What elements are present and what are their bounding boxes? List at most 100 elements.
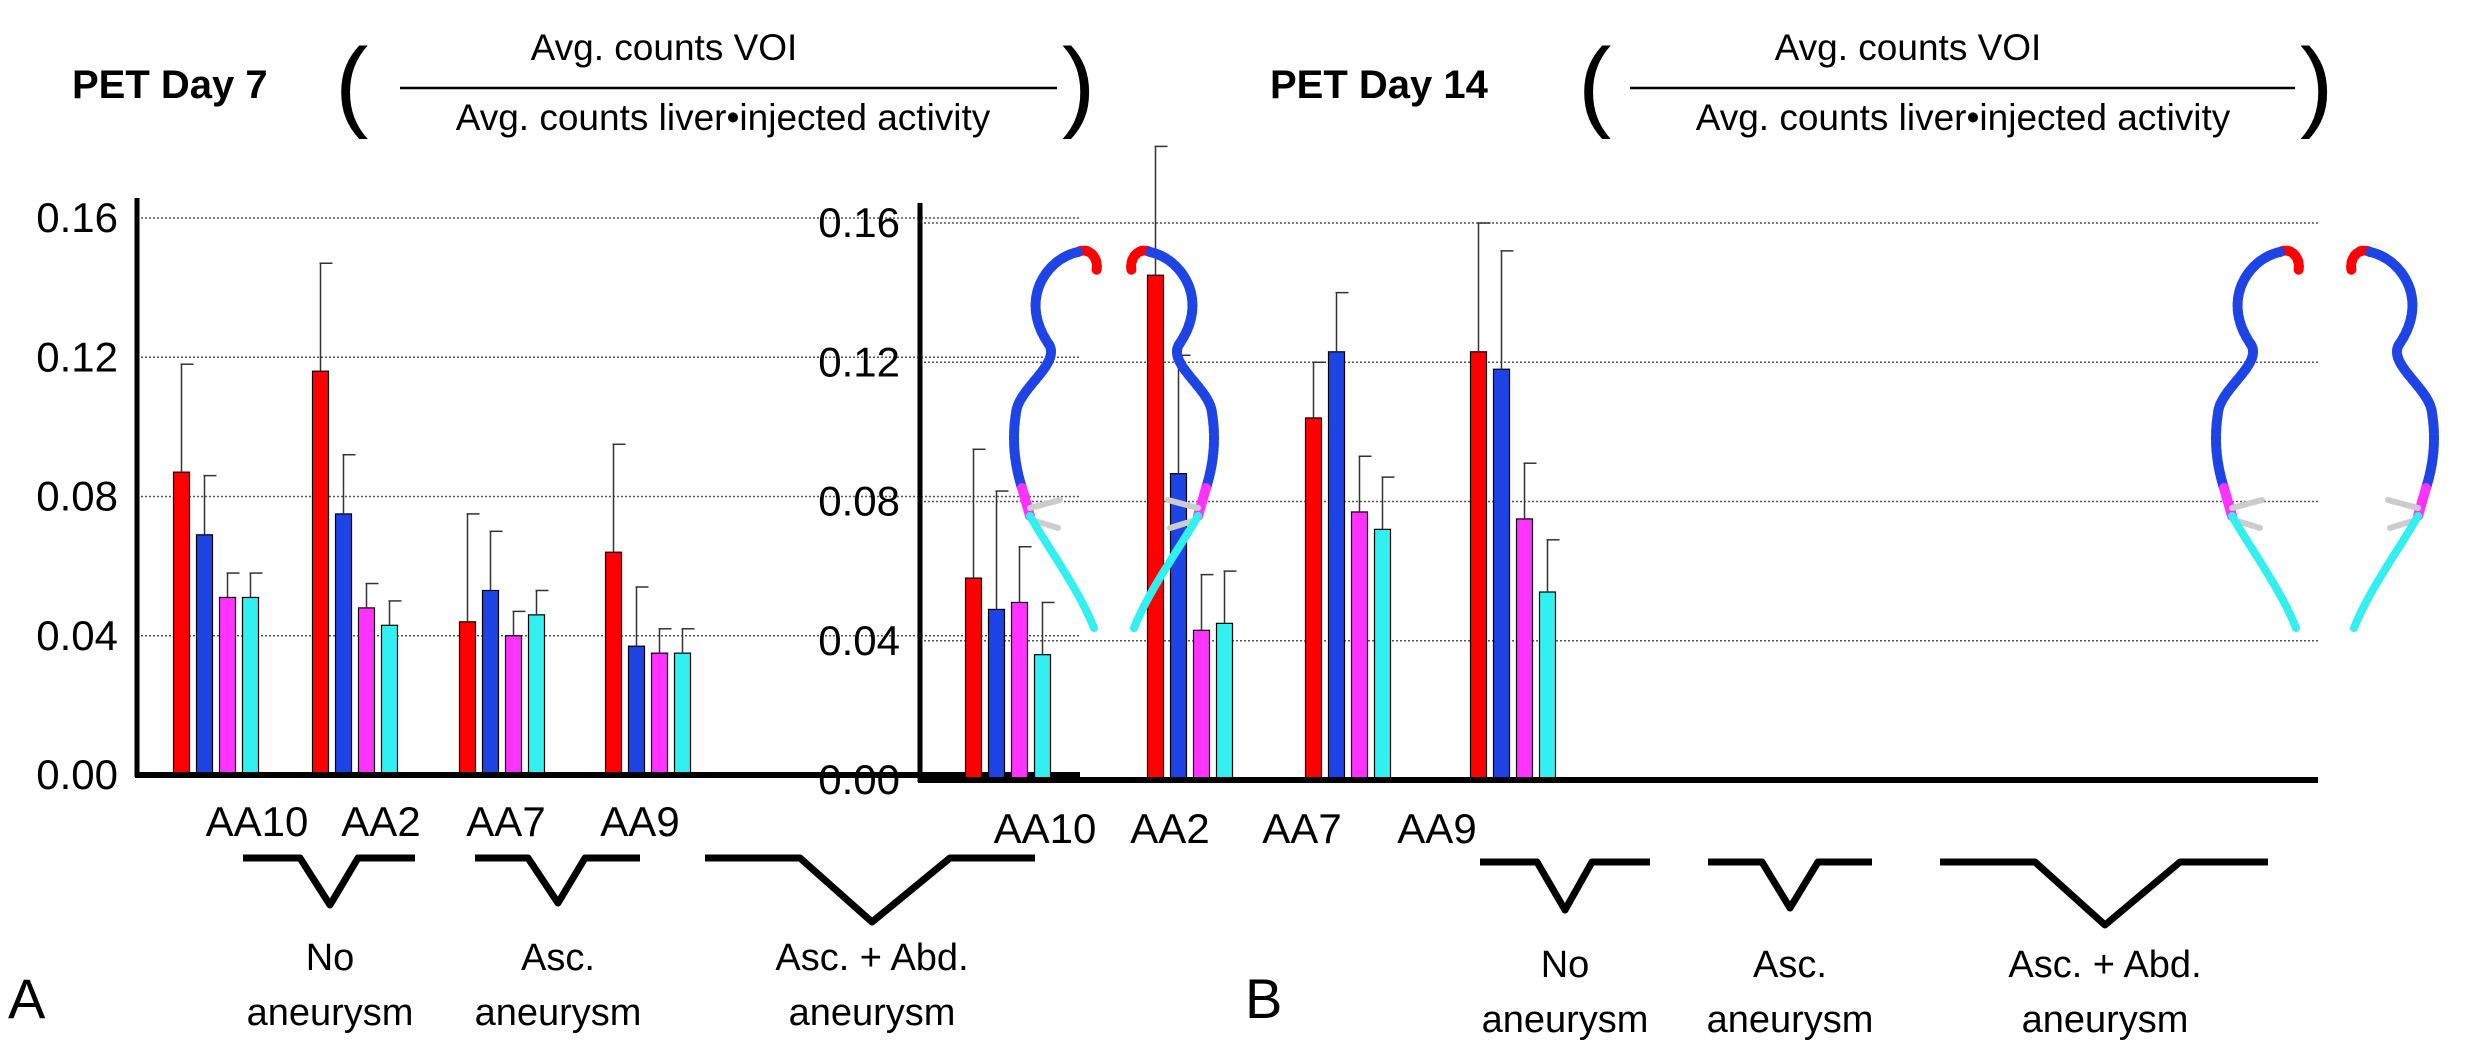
panel-a-brackets — [243, 854, 1035, 926]
bar — [987, 608, 1006, 781]
bar — [1492, 368, 1511, 781]
bracket-asc-abd-aneurysm — [1940, 858, 2268, 929]
bar — [1169, 473, 1188, 781]
panel-b-open-paren: ( — [1578, 28, 1611, 140]
abdominal-aorta-segment — [2350, 512, 2422, 632]
bar — [627, 645, 646, 776]
descending-aorta-segment — [1009, 247, 1083, 493]
panel-b-chart: 0.00 0.04 0.08 0.12 0.16 AA10 AA2 AA7 AA9 — [818, 145, 2318, 852]
group-label-line: No — [1541, 944, 1590, 986]
renal-segment — [2413, 483, 2431, 521]
bar — [1033, 654, 1052, 781]
bar — [1010, 601, 1029, 781]
y-tick-label: 0.08 — [36, 473, 118, 520]
x-category-label: AA9 — [1397, 805, 1476, 852]
panel-a-letter: A — [8, 967, 46, 1030]
y-tick-label: 0.00 — [36, 751, 118, 798]
y-tick-label: 0.12 — [36, 333, 118, 380]
bracket-no-aneurysm — [243, 854, 415, 909]
panel-a-group-labels: No aneurysm Asc. aneurysm Asc. + Abd. an… — [247, 937, 969, 1034]
x-category-label: AA10 — [994, 805, 1097, 852]
bar — [1515, 518, 1534, 781]
x-category-label: AA2 — [341, 798, 420, 845]
panel-a-close-paren: ) — [1062, 28, 1095, 140]
group-label-line: Asc. — [521, 937, 595, 979]
bar — [241, 596, 260, 776]
y-tick-label: 0.04 — [36, 612, 118, 659]
bar — [527, 614, 546, 776]
panel-b-title-numerator: Avg. counts VOI — [1775, 27, 2042, 68]
y-tick-label: 0.04 — [818, 617, 900, 664]
panel-a-title-numerator: Avg. counts VOI — [531, 27, 798, 68]
bar — [1215, 622, 1234, 781]
abdominal-aorta-segment — [2228, 512, 2300, 632]
renal-segment — [1193, 483, 1211, 521]
renal-segment — [1017, 483, 1035, 521]
bar — [1146, 274, 1165, 781]
descending-aorta-segment — [1145, 247, 1219, 493]
x-category-label: AA10 — [206, 798, 309, 845]
group-label-line: Asc. — [1753, 944, 1827, 986]
bar — [311, 370, 330, 776]
bar — [380, 624, 399, 776]
panel-a-title-bold: PET Day 7 — [72, 63, 268, 107]
bar — [964, 577, 983, 781]
group-label-line: Asc. + Abd. — [2008, 944, 2201, 986]
abdominal-aorta-segment — [1026, 512, 1098, 632]
bracket-asc-abd-aneurysm — [705, 854, 1035, 926]
bar — [1538, 591, 1557, 781]
descending-aorta-segment — [2365, 247, 2439, 493]
panel-b-group-labels: No aneurysm Asc. aneurysm Asc. + Abd. an… — [1482, 944, 2202, 1041]
bar — [458, 621, 477, 776]
descending-aorta-segment — [2211, 247, 2285, 493]
bar — [195, 534, 214, 776]
bracket-asc-aneurysm — [475, 854, 640, 907]
x-category-label: AA7 — [1262, 805, 1341, 852]
bar — [1327, 351, 1346, 781]
x-category-label: AA2 — [1130, 805, 1209, 852]
y-tick-label: 0.16 — [818, 199, 900, 246]
bar — [1350, 511, 1369, 781]
group-label-line: Asc. + Abd. — [775, 937, 968, 979]
bar — [172, 471, 191, 776]
bar — [334, 513, 353, 776]
x-category-label: AA7 — [466, 798, 545, 845]
panel-b-title-bold: PET Day 14 — [1270, 63, 1489, 107]
bar — [604, 551, 623, 776]
bar — [650, 652, 669, 776]
abdominal-aorta-segment — [1130, 512, 1202, 632]
group-label-line: aneurysm — [1707, 999, 1874, 1041]
group-label-line: aneurysm — [1482, 999, 1649, 1041]
bar — [673, 652, 692, 776]
panel-b-close-paren: ) — [2300, 28, 2333, 140]
panel-a-title-denominator: Avg. counts liver•injected activity — [456, 97, 991, 138]
bar — [1192, 629, 1211, 781]
bracket-asc-aneurysm — [1708, 858, 1872, 912]
renal-segment — [2219, 483, 2237, 521]
group-label-line: No — [306, 937, 355, 979]
y-tick-label: 0.16 — [36, 194, 118, 241]
panel-b-letter: B — [1245, 967, 1282, 1030]
panel-b-brackets — [1480, 858, 2268, 929]
bar — [218, 596, 237, 776]
aorta-schematic-icons-a — [1009, 245, 1219, 632]
bracket-no-aneurysm — [1480, 858, 1650, 914]
bar — [1373, 528, 1392, 781]
panel-a-open-paren: ( — [335, 28, 368, 140]
y-tick-label: 0.08 — [818, 478, 900, 525]
group-label-line: aneurysm — [789, 992, 956, 1034]
group-label-line: aneurysm — [247, 992, 414, 1034]
y-tick-label: 0.12 — [818, 338, 900, 385]
bar — [1469, 351, 1488, 781]
aorta-schematic-icons-b — [2211, 245, 2439, 632]
panel-a-title: PET Day 7 ( Avg. counts VOI Avg. counts … — [72, 27, 1095, 140]
group-label-line: aneurysm — [475, 992, 642, 1034]
x-category-label: AA9 — [600, 798, 679, 845]
bar — [481, 589, 500, 776]
group-label-line: aneurysm — [2022, 999, 2189, 1041]
panel-b-title-denominator: Avg. counts liver•injected activity — [1696, 97, 2231, 138]
bar — [504, 635, 523, 776]
bar — [357, 607, 376, 776]
